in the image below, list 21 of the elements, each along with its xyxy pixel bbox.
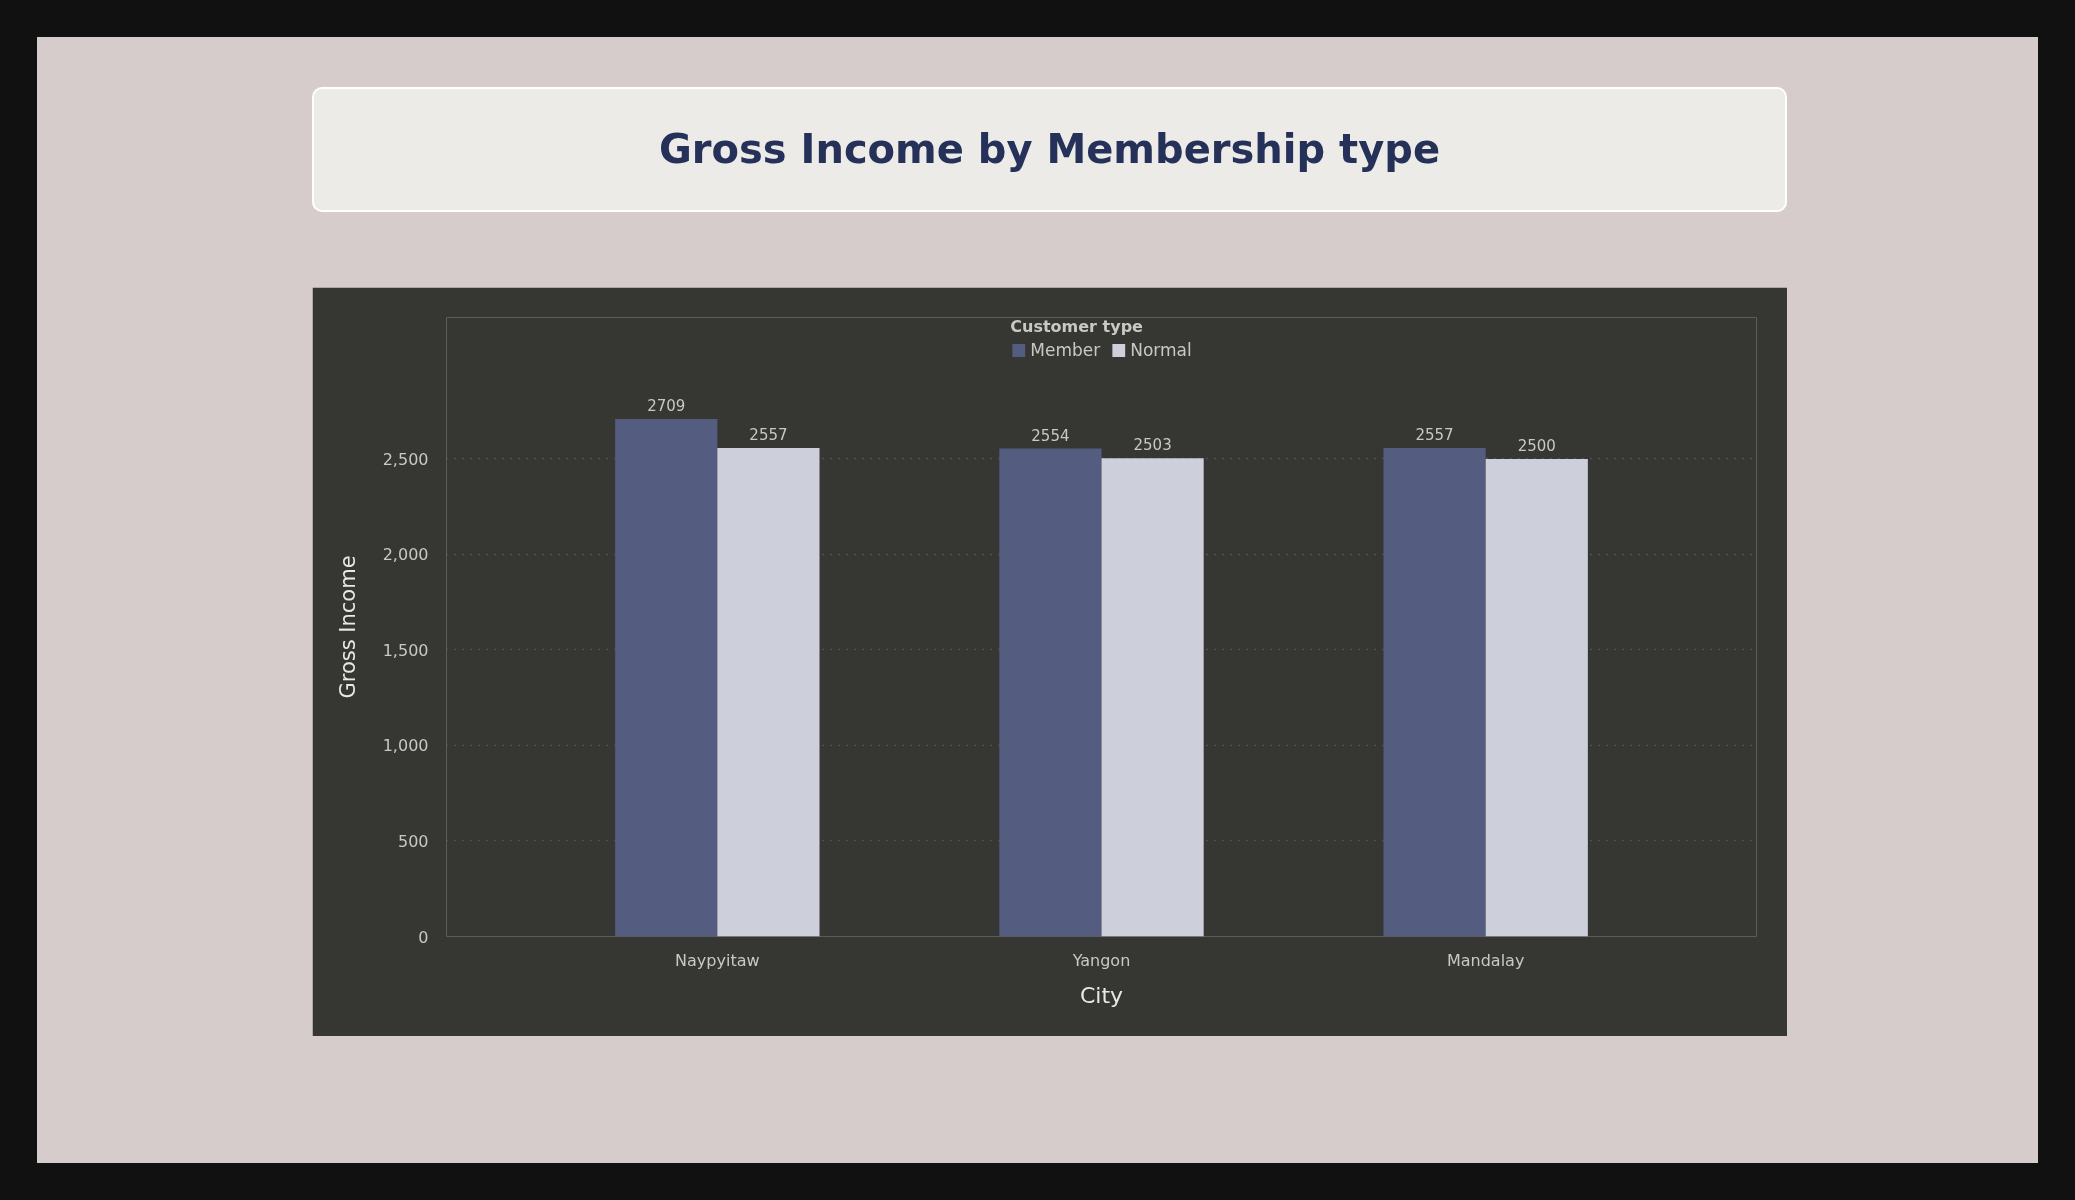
chart-title: Gross Income by Membership type — [658, 124, 1441, 174]
data-label: 2500 — [1517, 436, 1556, 455]
data-label: 2557 — [1415, 425, 1454, 444]
y-tick-label: 2,000 — [382, 545, 429, 565]
legend-title: Customer type — [1010, 317, 1144, 336]
data-label: 2503 — [1133, 436, 1172, 455]
y-tick-label: 500 — [397, 831, 429, 851]
y-tick-label: 1,500 — [382, 640, 429, 660]
x-tick-label: Naypyitaw — [675, 950, 760, 970]
y-tick-label: 1,000 — [382, 736, 429, 756]
y-tick-label: 0 — [418, 927, 429, 947]
legend-label: Normal — [1130, 340, 1192, 360]
data-label: 2554 — [1031, 426, 1070, 445]
y-axis-title: Gross Income — [335, 555, 360, 699]
x-tick-label: Mandalay — [1446, 950, 1525, 970]
legend-label: Member — [1030, 340, 1101, 360]
data-label: 2557 — [749, 425, 788, 444]
x-axis-title: City — [1079, 982, 1124, 1008]
data-label: 2709 — [647, 396, 686, 415]
y-tick-label: 2,500 — [382, 449, 429, 469]
x-tick-label: Yangon — [1071, 950, 1131, 970]
